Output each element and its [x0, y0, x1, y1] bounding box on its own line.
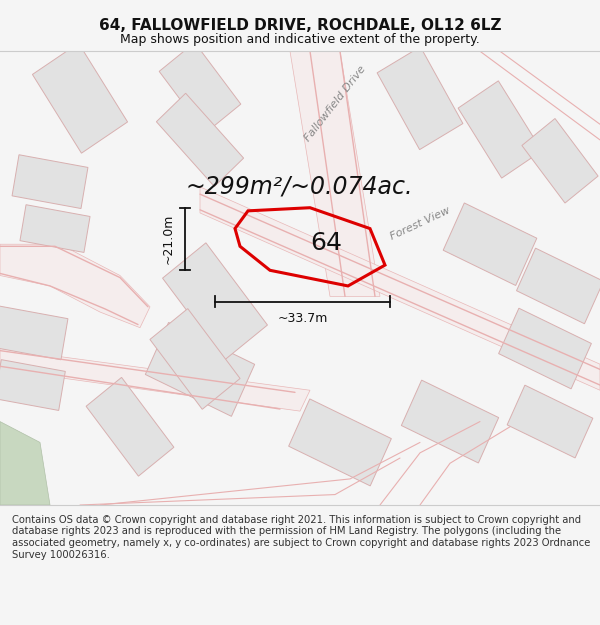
Polygon shape [458, 81, 542, 178]
Polygon shape [499, 308, 592, 389]
Polygon shape [86, 378, 174, 476]
Polygon shape [507, 385, 593, 458]
Text: 64, FALLOWFIELD DRIVE, ROCHDALE, OL12 6LZ: 64, FALLOWFIELD DRIVE, ROCHDALE, OL12 6L… [99, 18, 501, 32]
Polygon shape [0, 306, 68, 360]
Text: Forest View: Forest View [388, 205, 452, 242]
Polygon shape [20, 205, 90, 252]
Polygon shape [0, 359, 65, 411]
Text: 64: 64 [310, 231, 342, 255]
Polygon shape [157, 93, 244, 187]
Polygon shape [145, 322, 254, 416]
Polygon shape [12, 155, 88, 209]
Polygon shape [0, 421, 50, 505]
Polygon shape [32, 43, 128, 153]
Polygon shape [517, 248, 600, 324]
Text: ~33.7m: ~33.7m [277, 312, 328, 325]
Text: Contains OS data © Crown copyright and database right 2021. This information is : Contains OS data © Crown copyright and d… [12, 515, 590, 559]
Polygon shape [150, 309, 240, 409]
Text: ~21.0m: ~21.0m [162, 214, 175, 264]
Polygon shape [443, 203, 537, 286]
Polygon shape [163, 243, 268, 361]
Polygon shape [401, 380, 499, 463]
Polygon shape [289, 399, 391, 486]
Polygon shape [159, 42, 241, 133]
Text: ~299m²/~0.074ac.: ~299m²/~0.074ac. [185, 175, 413, 199]
Text: Fallowfield Drive: Fallowfield Drive [302, 64, 368, 143]
Polygon shape [377, 47, 463, 149]
Polygon shape [290, 51, 380, 296]
Polygon shape [200, 187, 600, 390]
Polygon shape [522, 119, 598, 203]
Text: Map shows position and indicative extent of the property.: Map shows position and indicative extent… [120, 32, 480, 46]
Polygon shape [0, 244, 150, 328]
Polygon shape [0, 349, 310, 411]
